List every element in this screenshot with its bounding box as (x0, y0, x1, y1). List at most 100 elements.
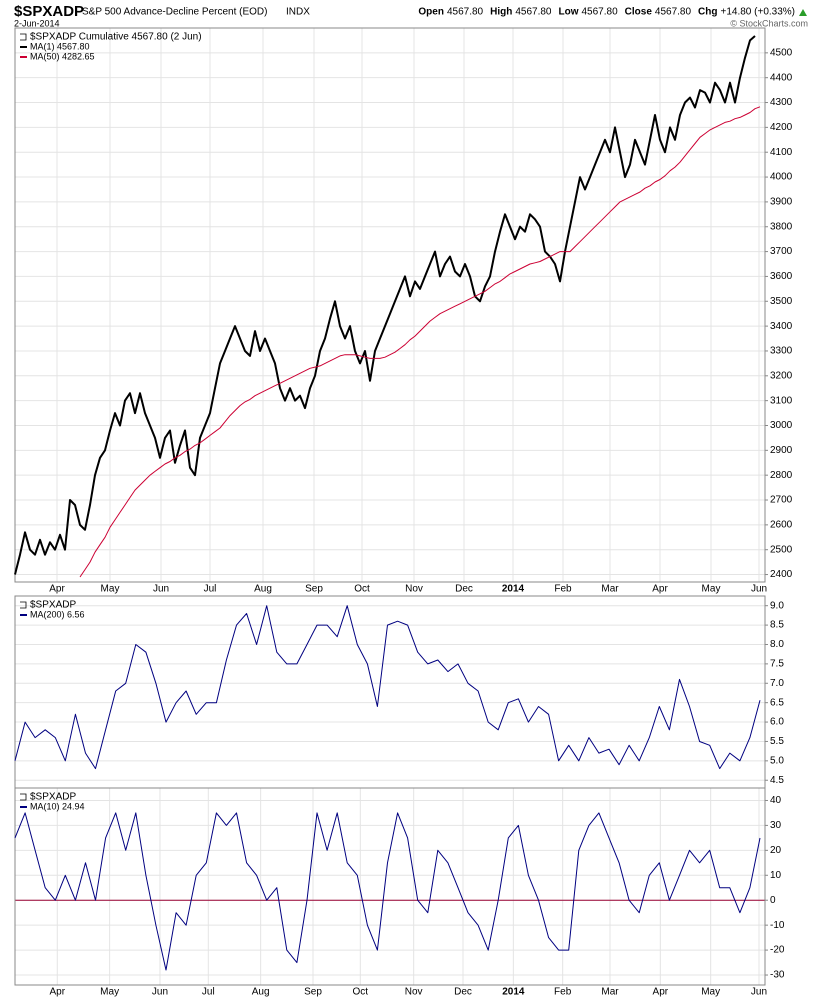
quote-value: 4567.80 (447, 7, 484, 18)
x-tick-label: Sep (305, 584, 323, 595)
quote-label: High (490, 7, 512, 18)
x-tick-label: Oct (354, 584, 370, 595)
x-tick-label: Aug (254, 584, 272, 595)
quote-value: 4567.80 (655, 7, 692, 18)
x-tick-label: Apr (49, 584, 65, 595)
quote-label: Close (625, 7, 653, 18)
y-tick-label: 6.0 (770, 717, 784, 728)
x-tick-label: Jun (751, 584, 767, 595)
y-tick-label: 4.5 (770, 775, 784, 786)
panel: -30 -20 -10 0 10 20 30 40 Apr May Jun Jul Aug Sep Oct N… (14, 787, 785, 998)
x-tick-label: Dec (454, 987, 472, 998)
y-tick-label: 2600 (770, 520, 793, 531)
x-tick-label: Jun (152, 987, 168, 998)
y-tick-label: 2500 (770, 544, 793, 555)
x-tick-label: Apr (652, 584, 668, 595)
x-tick-label: Sep (304, 987, 322, 998)
legend-title: $SPXADP Cumulative 4567.80 (2 Jun) (30, 32, 202, 43)
panel-frame (14, 27, 766, 583)
x-tick-label: May (702, 584, 721, 595)
x-tick-label: Nov (405, 987, 423, 998)
x-tick-label: Mar (601, 987, 619, 998)
y-tick-label: 2400 (770, 569, 793, 580)
y-tick-label: 4200 (770, 122, 793, 133)
legend-title: $SPXADP (30, 792, 76, 803)
x-tick-label: Apr (50, 987, 66, 998)
y-tick-label: 3500 (770, 296, 793, 307)
y-tick-label: 8.5 (770, 620, 784, 631)
quote-label: Open (418, 7, 444, 18)
x-tick-label: Apr (653, 987, 669, 998)
x-tick-label: Nov (405, 584, 423, 595)
y-tick-label: 4400 (770, 72, 793, 83)
legend-marker (20, 793, 27, 801)
y-tick-label: 3300 (770, 346, 793, 357)
x-tick-label: Mar (601, 584, 619, 595)
y-tick-label: 30 (770, 820, 782, 831)
y-tick-label: 7.5 (770, 659, 784, 670)
y-tick-label: 7.0 (770, 678, 784, 689)
series-line (14, 812, 761, 971)
y-tick-label: 3200 (770, 370, 793, 381)
x-tick-label: May (101, 584, 120, 595)
legend-title: $SPXADP (30, 600, 76, 611)
y-tick-label: 3900 (770, 197, 793, 208)
y-tick-label: -10 (770, 920, 785, 931)
y-tick-label: 40 (770, 795, 782, 806)
series-line (14, 605, 761, 770)
y-tick-label: 10 (770, 870, 782, 881)
quote: +14.80 (+0.33%)Chg4567.80Close4567.80Low… (418, 7, 795, 18)
y-tick-label: 3100 (770, 395, 793, 406)
quote-label: Low (559, 7, 579, 18)
x-tick-label: Aug (252, 987, 270, 998)
exchange: INDX (286, 7, 310, 18)
y-tick-label: 2800 (770, 470, 793, 481)
legend-marker (20, 33, 27, 41)
legend-entry: MA(1) 4567.80 (30, 41, 90, 51)
y-tick-label: -30 (770, 970, 785, 981)
legend-entry: MA(10) 24.94 (30, 801, 85, 811)
chart-name: S&P 500 Advance-Decline Percent (EOD) (82, 7, 267, 18)
quote-value: 4567.80 (582, 7, 619, 18)
y-tick-label: 2700 (770, 495, 793, 506)
y-tick-label: 9.0 (770, 600, 784, 611)
x-tick-label: Jun (751, 987, 767, 998)
x-tick-label: May (100, 987, 119, 998)
y-tick-label: 8.0 (770, 639, 784, 650)
panel-frame (14, 787, 766, 986)
x-tick-label: May (701, 987, 720, 998)
y-tick-label: 3400 (770, 321, 793, 332)
y-tick-label: 3600 (770, 271, 793, 282)
y-tick-label: 5.0 (770, 755, 784, 766)
y-tick-label: 3800 (770, 221, 793, 232)
y-tick-label: 3000 (770, 420, 793, 431)
x-tick-label: Feb (554, 584, 572, 595)
y-tick-label: 20 (770, 845, 782, 856)
y-tick-label: 4500 (770, 47, 793, 58)
x-tick-label: Feb (554, 987, 572, 998)
series-line (79, 106, 761, 578)
y-tick-label: 3700 (770, 246, 793, 257)
y-tick-label: 4100 (770, 147, 793, 158)
legend-marker (20, 601, 27, 609)
y-tick-label: 4300 (770, 97, 793, 108)
series-line (14, 35, 756, 575)
x-tick-label: Jul (202, 987, 215, 998)
x-tick-label: 2014 (502, 584, 525, 595)
x-tick-label: Jun (153, 584, 169, 595)
y-tick-label: -20 (770, 945, 785, 956)
x-tick-label: Dec (455, 584, 473, 595)
quote-value: +14.80 (+0.33%) (721, 7, 796, 18)
x-tick-label: Oct (353, 987, 369, 998)
panel: 2400 2500 2600 2700 2800 2900 3000 3100 3200 3300… (14, 27, 793, 595)
up-arrow (799, 9, 807, 16)
legend-entry: MA(200) 6.56 (30, 609, 85, 619)
date: 2-Jun-2014 (14, 18, 60, 28)
y-tick-label: 0 (770, 895, 776, 906)
y-tick-label: 2900 (770, 445, 793, 456)
y-tick-label: 4000 (770, 172, 793, 183)
credit: © StockCharts.com (730, 18, 808, 28)
quote-label: Chg (698, 7, 717, 18)
x-tick-label: 2014 (502, 987, 525, 998)
